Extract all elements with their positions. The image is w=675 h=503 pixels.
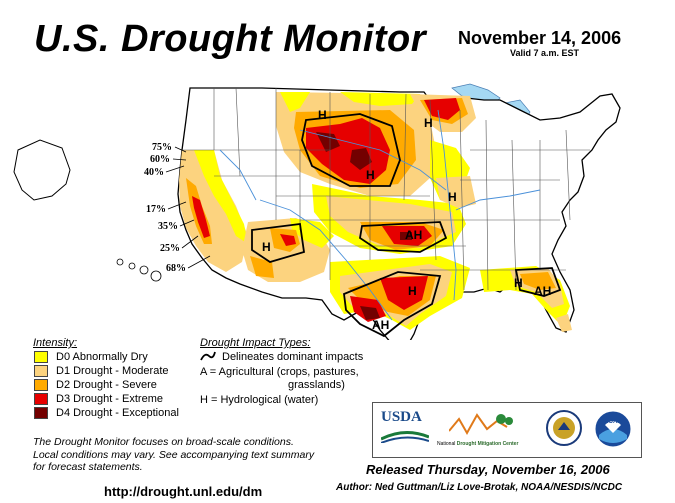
legend-item-d2: D2 Drought - Severe bbox=[34, 379, 157, 392]
d4-central bbox=[400, 232, 412, 240]
impact-h-dakota: H bbox=[366, 168, 375, 182]
impact-h-alabama: H bbox=[514, 276, 523, 290]
pct-label-17: 17% bbox=[146, 204, 166, 215]
valid-time: Valid 7 a.m. EST bbox=[510, 48, 580, 58]
impact-lines bbox=[251, 113, 562, 338]
d3-california bbox=[192, 196, 210, 238]
swatch-d1 bbox=[34, 365, 48, 378]
d3-arizona bbox=[280, 234, 296, 246]
usda-logo: USDA bbox=[381, 409, 422, 425]
swatch-d4 bbox=[34, 407, 48, 420]
d0-west bbox=[194, 150, 248, 244]
impact-h-montana: H bbox=[318, 108, 327, 122]
author-credit: Author: Ned Guttman/Liz Love-Brotak, NOA… bbox=[336, 482, 623, 493]
pct-label-68: 68% bbox=[166, 263, 186, 274]
d4-texas bbox=[360, 306, 380, 320]
ndmc-graph-icon bbox=[449, 413, 513, 436]
rivers bbox=[219, 109, 541, 321]
release-date: Released Thursday, November 16, 2006 bbox=[366, 462, 610, 477]
impacts-heading: Drought Impact Types: bbox=[200, 337, 311, 349]
legend-item-d4: D4 Drought - Exceptional bbox=[34, 407, 179, 420]
usda-swoosh-icon bbox=[381, 431, 429, 443]
impact-ah-texas: AH bbox=[372, 318, 390, 332]
map-date: November 14, 2006 bbox=[458, 28, 622, 48]
logo-panel: USDA National Drought Mitigation Center … bbox=[372, 402, 642, 458]
delineate-line-icon bbox=[200, 351, 216, 361]
ndmc-label: National Drought Mitigation Center bbox=[437, 441, 519, 447]
source-url[interactable]: http://drought.unl.edu/dm bbox=[104, 484, 263, 499]
noaa-label: NOAA bbox=[604, 419, 622, 425]
swatch-d3 bbox=[34, 393, 48, 406]
pct-label-35: 35% bbox=[158, 221, 178, 232]
alaska bbox=[13, 139, 71, 201]
impact-h-texas: H bbox=[408, 284, 417, 298]
pct-label-40: 40% bbox=[144, 167, 164, 178]
impact-h-iowa: H bbox=[448, 190, 457, 204]
legend-item-d1: D1 Drought - Moderate bbox=[34, 365, 169, 378]
legend-heading: Intensity: bbox=[33, 337, 78, 349]
pct-label-25: 25% bbox=[160, 243, 180, 254]
d1-florida bbox=[556, 314, 572, 332]
d1-iowa bbox=[436, 176, 476, 208]
impact-delineates: Delineates dominant impacts bbox=[222, 351, 364, 363]
d1-west-coast bbox=[179, 150, 248, 272]
hawaii bbox=[116, 258, 162, 282]
swatch-d0 bbox=[34, 351, 48, 364]
legend-item-d0: D0 Abnormally Dry bbox=[34, 351, 148, 364]
drought-map bbox=[13, 83, 621, 340]
impact-ah-georgia: AH bbox=[534, 284, 552, 298]
pct-label-75: 75% bbox=[152, 142, 172, 153]
page-title: U.S. Drought Monitor bbox=[34, 18, 427, 60]
doc-seal-icon bbox=[546, 410, 582, 446]
impact-ah-oklahoma: AH bbox=[405, 228, 423, 242]
pct-label-60: 60% bbox=[150, 154, 170, 165]
disclaimer-note: The Drought Monitor focuses on broad-sca… bbox=[33, 436, 315, 473]
impact-agricultural: A = Agricultural (crops, pastures, bbox=[200, 366, 359, 378]
impact-agricultural-cont: grasslands) bbox=[288, 379, 345, 391]
legend-item-d3: D3 Drought - Extreme bbox=[34, 393, 163, 406]
noaa-logo-icon bbox=[594, 410, 632, 448]
impact-hydrological: H = Hydrological (water) bbox=[200, 394, 319, 406]
d2-southeast bbox=[520, 272, 556, 290]
d3-upper-midwest bbox=[424, 98, 460, 120]
swatch-d2 bbox=[34, 379, 48, 392]
impact-h-minnesota: H bbox=[424, 116, 433, 130]
impact-h-arizona: H bbox=[262, 240, 271, 254]
